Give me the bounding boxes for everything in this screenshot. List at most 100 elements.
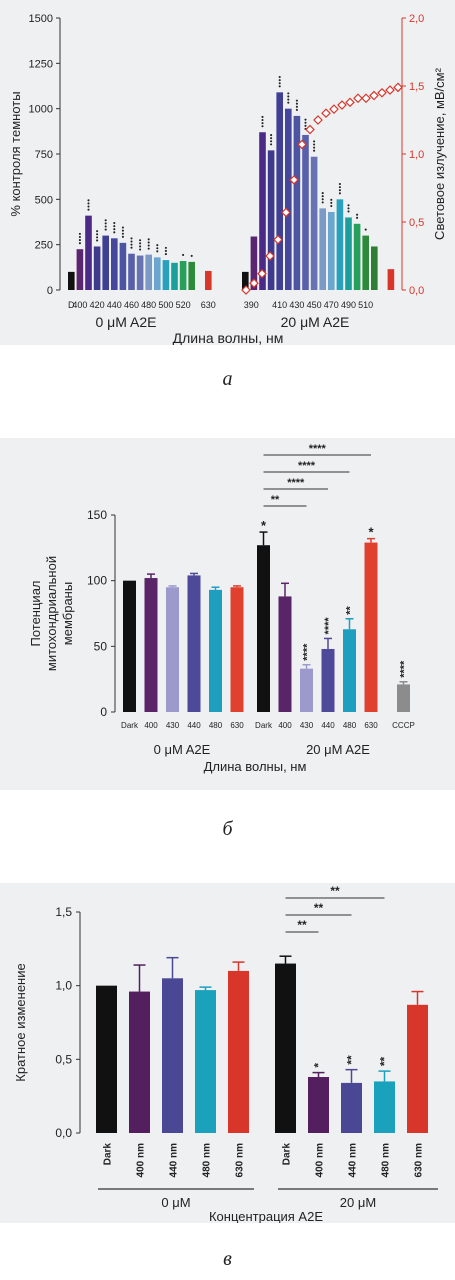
significance-mark-dot — [139, 242, 142, 245]
bar — [397, 684, 410, 712]
bar — [76, 249, 84, 290]
significance-mark-dot — [96, 233, 99, 236]
significance-mark-dot — [261, 115, 264, 118]
irradiance-point — [353, 93, 363, 104]
bar — [242, 271, 249, 290]
x-tick-label: 480 — [209, 721, 223, 730]
bar — [374, 1081, 395, 1133]
y2-axis-label: Световое излучение, мВ/см² — [432, 67, 447, 240]
group-label: 20 μM A2E — [281, 314, 350, 330]
significance-mark-dot — [156, 247, 159, 250]
significance-bracket-label: ** — [297, 918, 307, 932]
x-tick-label: 630 nm — [235, 1143, 246, 1178]
significance-mark-dot — [338, 192, 341, 195]
significance-mark-dot — [121, 229, 124, 232]
significance-bracket-label: **** — [309, 443, 327, 455]
significance-mark-dot — [147, 241, 150, 244]
significance-mark: **** — [323, 617, 335, 635]
significance-mark-dot — [113, 221, 116, 225]
x-tick-label: 480 — [141, 300, 156, 310]
bar — [362, 235, 369, 290]
bar — [230, 587, 244, 712]
significance-mark: * — [261, 518, 267, 533]
bar — [119, 242, 127, 290]
group-label: 0 μM A2E — [96, 314, 157, 330]
bar — [205, 270, 212, 290]
bar — [341, 1082, 362, 1133]
significance-mark-dot — [295, 108, 298, 111]
y-axis-label-line: митохондриальной — [44, 556, 59, 671]
significance-mark: ** — [378, 1056, 392, 1066]
significance-mark-dot — [295, 105, 298, 108]
significance-bracket-label: **** — [298, 460, 316, 472]
significance-mark-dot — [139, 245, 142, 248]
bar — [93, 246, 101, 290]
significance-mark-dot — [164, 249, 167, 253]
significance-mark-dot — [278, 82, 281, 85]
irradiance-point — [249, 278, 259, 289]
significance-mark-dot — [121, 235, 124, 238]
x-tick-label: 400 nm — [136, 1143, 147, 1178]
x-tick-label: 470 — [324, 300, 339, 310]
significance-mark-dot — [78, 242, 81, 245]
significance-mark-dot — [96, 239, 99, 242]
significance-mark-dot — [113, 228, 116, 231]
x-tick-label: D — [68, 300, 75, 310]
bar — [275, 963, 296, 1133]
irradiance-point — [273, 234, 283, 245]
significance-mark-dot — [347, 207, 350, 210]
irradiance-point — [241, 285, 251, 295]
y-axis-label: Кратное изменение — [13, 963, 28, 1081]
significance-mark-dot — [270, 140, 273, 143]
significance-mark-dot — [113, 225, 116, 228]
y-tick-label: 1,0 — [55, 979, 72, 993]
x-tick-label: 440 — [187, 721, 201, 730]
significance-mark-dot — [313, 149, 316, 152]
y-tick-label: 100 — [87, 574, 107, 588]
bar — [187, 575, 201, 712]
y-tick-label: 1,5 — [55, 905, 72, 919]
bar — [293, 115, 301, 290]
x-tick-label: 460 — [124, 300, 139, 310]
y-tick-label: 1000 — [29, 104, 53, 116]
significance-mark-dot — [270, 143, 273, 146]
irradiance-point — [377, 87, 387, 98]
significance-mark-dot — [313, 143, 316, 146]
significance-mark-dot — [278, 85, 281, 88]
significance-mark-dot — [147, 247, 150, 250]
bar — [228, 970, 249, 1133]
significance-mark-dot — [121, 226, 124, 229]
significance-mark-dot — [278, 75, 281, 79]
significance-mark-dot — [130, 246, 133, 249]
bar — [171, 262, 178, 290]
bar — [166, 587, 179, 712]
x-tick-label: 490 — [341, 300, 356, 310]
significance-mark-dot — [78, 239, 81, 242]
significance-mark: * — [368, 525, 374, 540]
bar — [144, 578, 158, 712]
significance-mark-dot — [278, 79, 281, 82]
bar — [278, 596, 292, 712]
irradiance-point — [289, 174, 299, 185]
bar — [250, 236, 258, 290]
fold-change-chart: 0,0 0,5 1,0 1,5 Кратное изменение Dark 400 nm 4… — [13, 884, 438, 1224]
x-tick-label: 450 — [307, 300, 322, 310]
x-tick-label: 400 — [144, 721, 158, 730]
x-tick-label: Dark — [282, 1143, 293, 1166]
significance-mark-dot — [338, 189, 341, 192]
significance-mark-dot — [147, 244, 150, 247]
bar — [345, 217, 352, 290]
irradiance-point — [257, 268, 267, 279]
bar — [179, 260, 187, 290]
x-tick-label: 480 — [343, 721, 357, 730]
group-label: 0 μM — [161, 1195, 190, 1210]
bar — [129, 991, 150, 1133]
group-label: 0 μM A2E — [154, 742, 211, 757]
x-tick-label: 400 — [278, 721, 292, 730]
significance-mark-dot — [287, 98, 290, 101]
x-tick-label: 480 nm — [381, 1143, 392, 1178]
significance-mark-dot — [356, 216, 359, 219]
x-tick-label: 420 — [90, 300, 105, 310]
bar — [209, 589, 222, 712]
significance-mark-dot — [270, 134, 273, 137]
